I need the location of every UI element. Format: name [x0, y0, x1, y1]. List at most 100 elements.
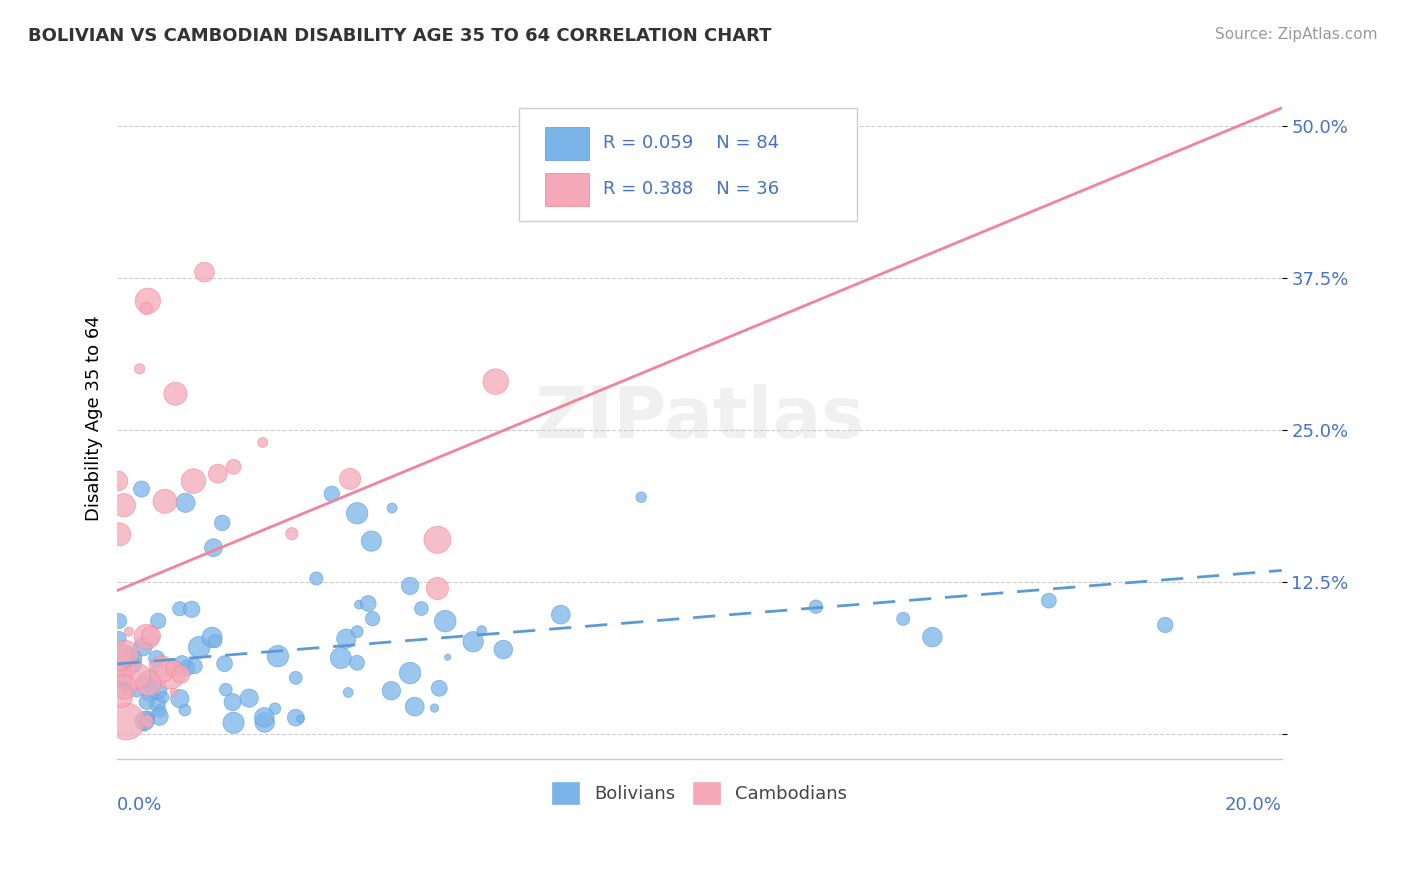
Point	[146, 651, 169, 665]
Text: R = 0.388    N = 36: R = 0.388 N = 36	[603, 180, 779, 198]
Point	[329, 651, 352, 665]
Point	[121, 657, 143, 672]
Point	[335, 632, 357, 646]
Point	[427, 681, 450, 696]
Point	[267, 649, 290, 664]
Point	[136, 293, 159, 308]
Point	[174, 496, 197, 510]
Point	[399, 666, 422, 681]
Point	[148, 709, 170, 723]
Point	[184, 659, 207, 673]
Point	[193, 265, 215, 279]
Point	[253, 710, 276, 724]
Point	[152, 690, 174, 705]
Point	[170, 657, 193, 671]
Point	[238, 691, 260, 706]
Point	[204, 634, 226, 648]
Point	[138, 687, 160, 701]
Point	[180, 602, 202, 616]
Point	[122, 651, 145, 665]
Text: BOLIVIAN VS CAMBODIAN DISABILITY AGE 35 TO 64 CORRELATION CHART: BOLIVIAN VS CAMBODIAN DISABILITY AGE 35 …	[28, 27, 772, 45]
Point	[357, 597, 380, 611]
Point	[321, 487, 343, 501]
Point	[188, 640, 211, 655]
Point	[360, 534, 382, 549]
Point	[163, 685, 186, 699]
Point	[1154, 618, 1177, 632]
Point	[630, 490, 652, 504]
Point	[131, 482, 153, 496]
Point	[411, 601, 433, 615]
Point	[361, 612, 384, 626]
Point	[404, 699, 426, 714]
Point	[339, 472, 361, 486]
Point	[112, 680, 135, 694]
Point	[117, 682, 139, 697]
Point	[202, 541, 225, 555]
Point	[214, 657, 236, 671]
Bar	[544, 127, 589, 160]
Point	[426, 582, 449, 596]
Point	[107, 650, 129, 665]
Point	[346, 506, 368, 520]
Point	[290, 712, 312, 726]
Point	[127, 669, 149, 683]
Point	[146, 696, 169, 710]
Point	[921, 630, 943, 644]
Point	[1038, 593, 1060, 607]
Point	[107, 674, 129, 689]
Point	[264, 701, 287, 715]
Text: 0.0%: 0.0%	[117, 797, 163, 814]
Point	[215, 682, 238, 697]
Text: Source: ZipAtlas.com: Source: ZipAtlas.com	[1215, 27, 1378, 42]
Point	[183, 474, 205, 488]
Point	[337, 685, 360, 699]
Point	[222, 459, 245, 474]
Point	[138, 676, 160, 690]
Point	[463, 634, 485, 648]
Point	[112, 663, 135, 677]
Point	[112, 498, 135, 512]
Point	[252, 435, 274, 450]
Point	[136, 714, 159, 728]
Text: R = 0.059    N = 84: R = 0.059 N = 84	[603, 134, 779, 152]
FancyBboxPatch shape	[519, 108, 856, 220]
Point	[221, 695, 243, 709]
Point	[284, 671, 307, 685]
Point	[380, 683, 402, 698]
Point	[115, 714, 138, 729]
Point	[222, 715, 245, 730]
Point	[381, 501, 404, 516]
Point	[112, 676, 135, 690]
Point	[346, 624, 368, 639]
Point	[114, 647, 136, 661]
Point	[346, 656, 368, 670]
Point	[804, 599, 827, 614]
Point	[169, 691, 191, 706]
Point	[118, 624, 141, 639]
Point	[550, 607, 572, 622]
Point	[153, 494, 176, 508]
Point	[434, 614, 457, 628]
Point	[110, 665, 132, 680]
Point	[108, 527, 131, 541]
Point	[136, 711, 159, 725]
Point	[150, 662, 173, 676]
Point	[347, 598, 370, 612]
Point	[170, 667, 193, 681]
Point	[423, 701, 446, 715]
Point	[169, 601, 191, 615]
Point	[111, 690, 134, 704]
Point	[159, 667, 181, 681]
Text: 20.0%: 20.0%	[1225, 797, 1282, 814]
Point	[253, 715, 276, 730]
Point	[148, 614, 170, 628]
Point	[436, 650, 458, 665]
Point	[471, 624, 494, 638]
Point	[492, 642, 515, 657]
Point	[132, 640, 155, 654]
Point	[142, 673, 165, 688]
Point	[135, 301, 157, 316]
Point	[426, 533, 449, 547]
Point	[173, 703, 195, 717]
